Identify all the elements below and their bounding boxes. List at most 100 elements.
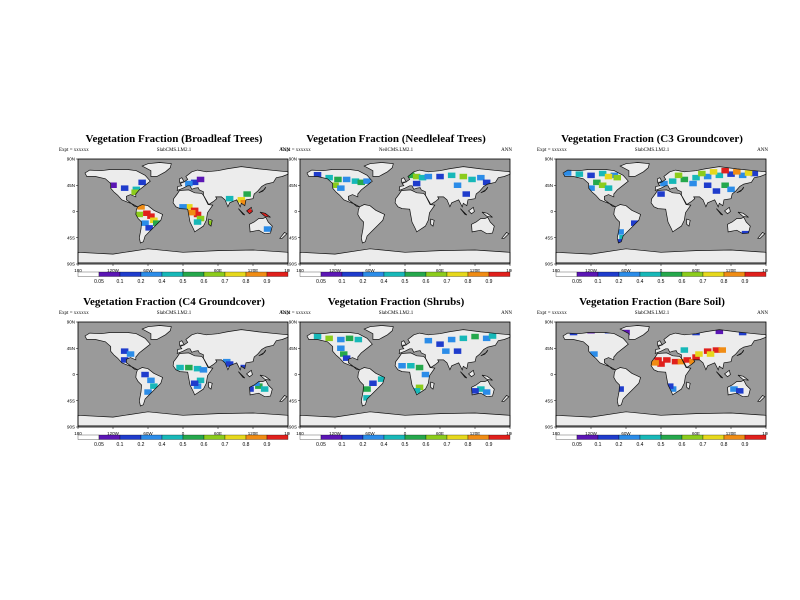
colorbar-swatch	[182, 271, 205, 277]
land-british-isles	[401, 177, 407, 183]
fraction-cell	[206, 220, 215, 226]
colorbar-label: 0.05	[316, 442, 326, 448]
colorbar-swatch	[161, 271, 184, 277]
fraction-cell	[442, 348, 450, 354]
colorbar-label: 0.4	[637, 442, 644, 448]
x-tick-label: 120E	[248, 268, 259, 273]
coastline-british-isles	[401, 340, 407, 346]
coastline-borneo	[468, 369, 475, 378]
x-tick-label: 120W	[329, 268, 342, 273]
land-new-guinea	[738, 212, 749, 218]
colorbar-swatch	[140, 434, 163, 440]
colorbar-swatch	[341, 271, 364, 277]
coastline-antarctica	[77, 248, 289, 264]
season-label: ANN	[757, 311, 768, 316]
fraction-cell	[689, 180, 697, 187]
colorbar-swatch	[245, 271, 268, 277]
y-tick-label: 45S	[289, 398, 297, 403]
fraction-cell	[342, 176, 351, 183]
y-tick-label: 90N	[289, 157, 297, 162]
colorbar-label: 0.6	[423, 279, 430, 285]
land-antarctica	[300, 411, 510, 426]
fraction-cell	[563, 170, 572, 176]
coastline-greenland	[619, 162, 650, 177]
coastline-japan	[480, 349, 489, 357]
coastline-british-isles	[179, 177, 185, 183]
colorbar-label: 0.1	[595, 442, 602, 448]
coastline-africa	[650, 189, 692, 233]
coastline-sumatra	[716, 208, 724, 216]
land-british-isles	[179, 177, 185, 183]
colorbar-label: 0.9	[264, 279, 271, 285]
coastline-british-isles	[657, 340, 663, 346]
x-tick-label: 60W	[143, 268, 153, 273]
y-tick-label: 45N	[67, 183, 75, 188]
fraction-cell	[185, 204, 193, 210]
fraction-cell	[459, 173, 468, 180]
colorbar-swatch	[597, 271, 620, 277]
fraction-cell	[351, 178, 360, 184]
x-tick-label: 180	[506, 431, 512, 436]
land-greenland	[364, 325, 394, 340]
coastline-new-zealand	[501, 395, 510, 402]
fraction-cell	[421, 371, 430, 378]
fraction-cell	[141, 371, 149, 378]
fraction-cell	[377, 376, 386, 382]
fraction-cell	[604, 173, 613, 180]
fraction-cell	[415, 384, 424, 391]
fraction-cell	[436, 341, 444, 347]
coastline-eurasia	[398, 166, 511, 208]
colorbar-swatch	[639, 271, 662, 277]
colorbar-label: 0.6	[679, 279, 686, 285]
y-tick-label: 45N	[289, 183, 297, 188]
y-tick-label: 45S	[545, 235, 553, 240]
colorbar-swatch	[299, 271, 322, 277]
colorbar-swatch	[681, 271, 704, 277]
colorbar-label: 0.2	[616, 442, 623, 448]
fraction-cell	[138, 179, 146, 186]
land-greenland	[620, 325, 650, 340]
fraction-cell	[593, 179, 601, 186]
land-british-isles	[657, 340, 663, 346]
fraction-cell	[727, 171, 735, 177]
coastline-new-guinea	[481, 374, 493, 381]
fraction-cell	[616, 239, 624, 245]
x-tick-label: 0	[182, 268, 185, 273]
colorbar-label: 0.05	[94, 279, 104, 285]
coastline-africa	[394, 189, 436, 233]
fraction-cell	[196, 176, 205, 183]
colorbar-swatch	[425, 271, 448, 277]
colorbar-label: 0.8	[721, 279, 728, 285]
fraction-cell	[631, 220, 639, 226]
y-tick-label: 90N	[545, 320, 553, 325]
coastline-borneo	[724, 369, 731, 378]
experiment-label: Expt = xxxxxx	[537, 148, 567, 153]
fraction-cell	[453, 348, 462, 354]
fraction-field	[313, 333, 497, 401]
coastline-new-guinea	[737, 374, 749, 381]
fraction-cell	[342, 355, 351, 361]
coastline-sumatra	[716, 371, 724, 379]
coastline-australia	[727, 379, 751, 398]
coastline-madagascar	[430, 381, 435, 390]
colorbar: 0.05 0.1 0.2 0.4 0.5 0.6 0.7 0.8 0.9	[555, 434, 767, 448]
fraction-cell	[363, 395, 371, 401]
fraction-cell	[120, 357, 129, 363]
fraction-cell	[590, 351, 598, 357]
fraction-cell	[363, 386, 371, 392]
fraction-cell	[412, 180, 421, 187]
fraction-cell	[147, 377, 155, 384]
coastline-british-isles	[179, 340, 185, 346]
y-tick-label: 0	[72, 372, 75, 377]
coastline-eurasia	[176, 329, 289, 371]
coastline-south-america	[135, 204, 164, 244]
colorbar-swatch	[488, 434, 511, 440]
fraction-cell	[150, 217, 158, 223]
x-tick-label: 120W	[585, 431, 598, 436]
coastline-new-zealand	[757, 232, 766, 239]
x-tick-label: 60W	[621, 431, 631, 436]
colorbar-label: 0.8	[243, 442, 250, 448]
land-new-zealand	[757, 395, 765, 402]
land-antarctica	[78, 411, 288, 426]
colorbar-swatch	[266, 271, 289, 277]
